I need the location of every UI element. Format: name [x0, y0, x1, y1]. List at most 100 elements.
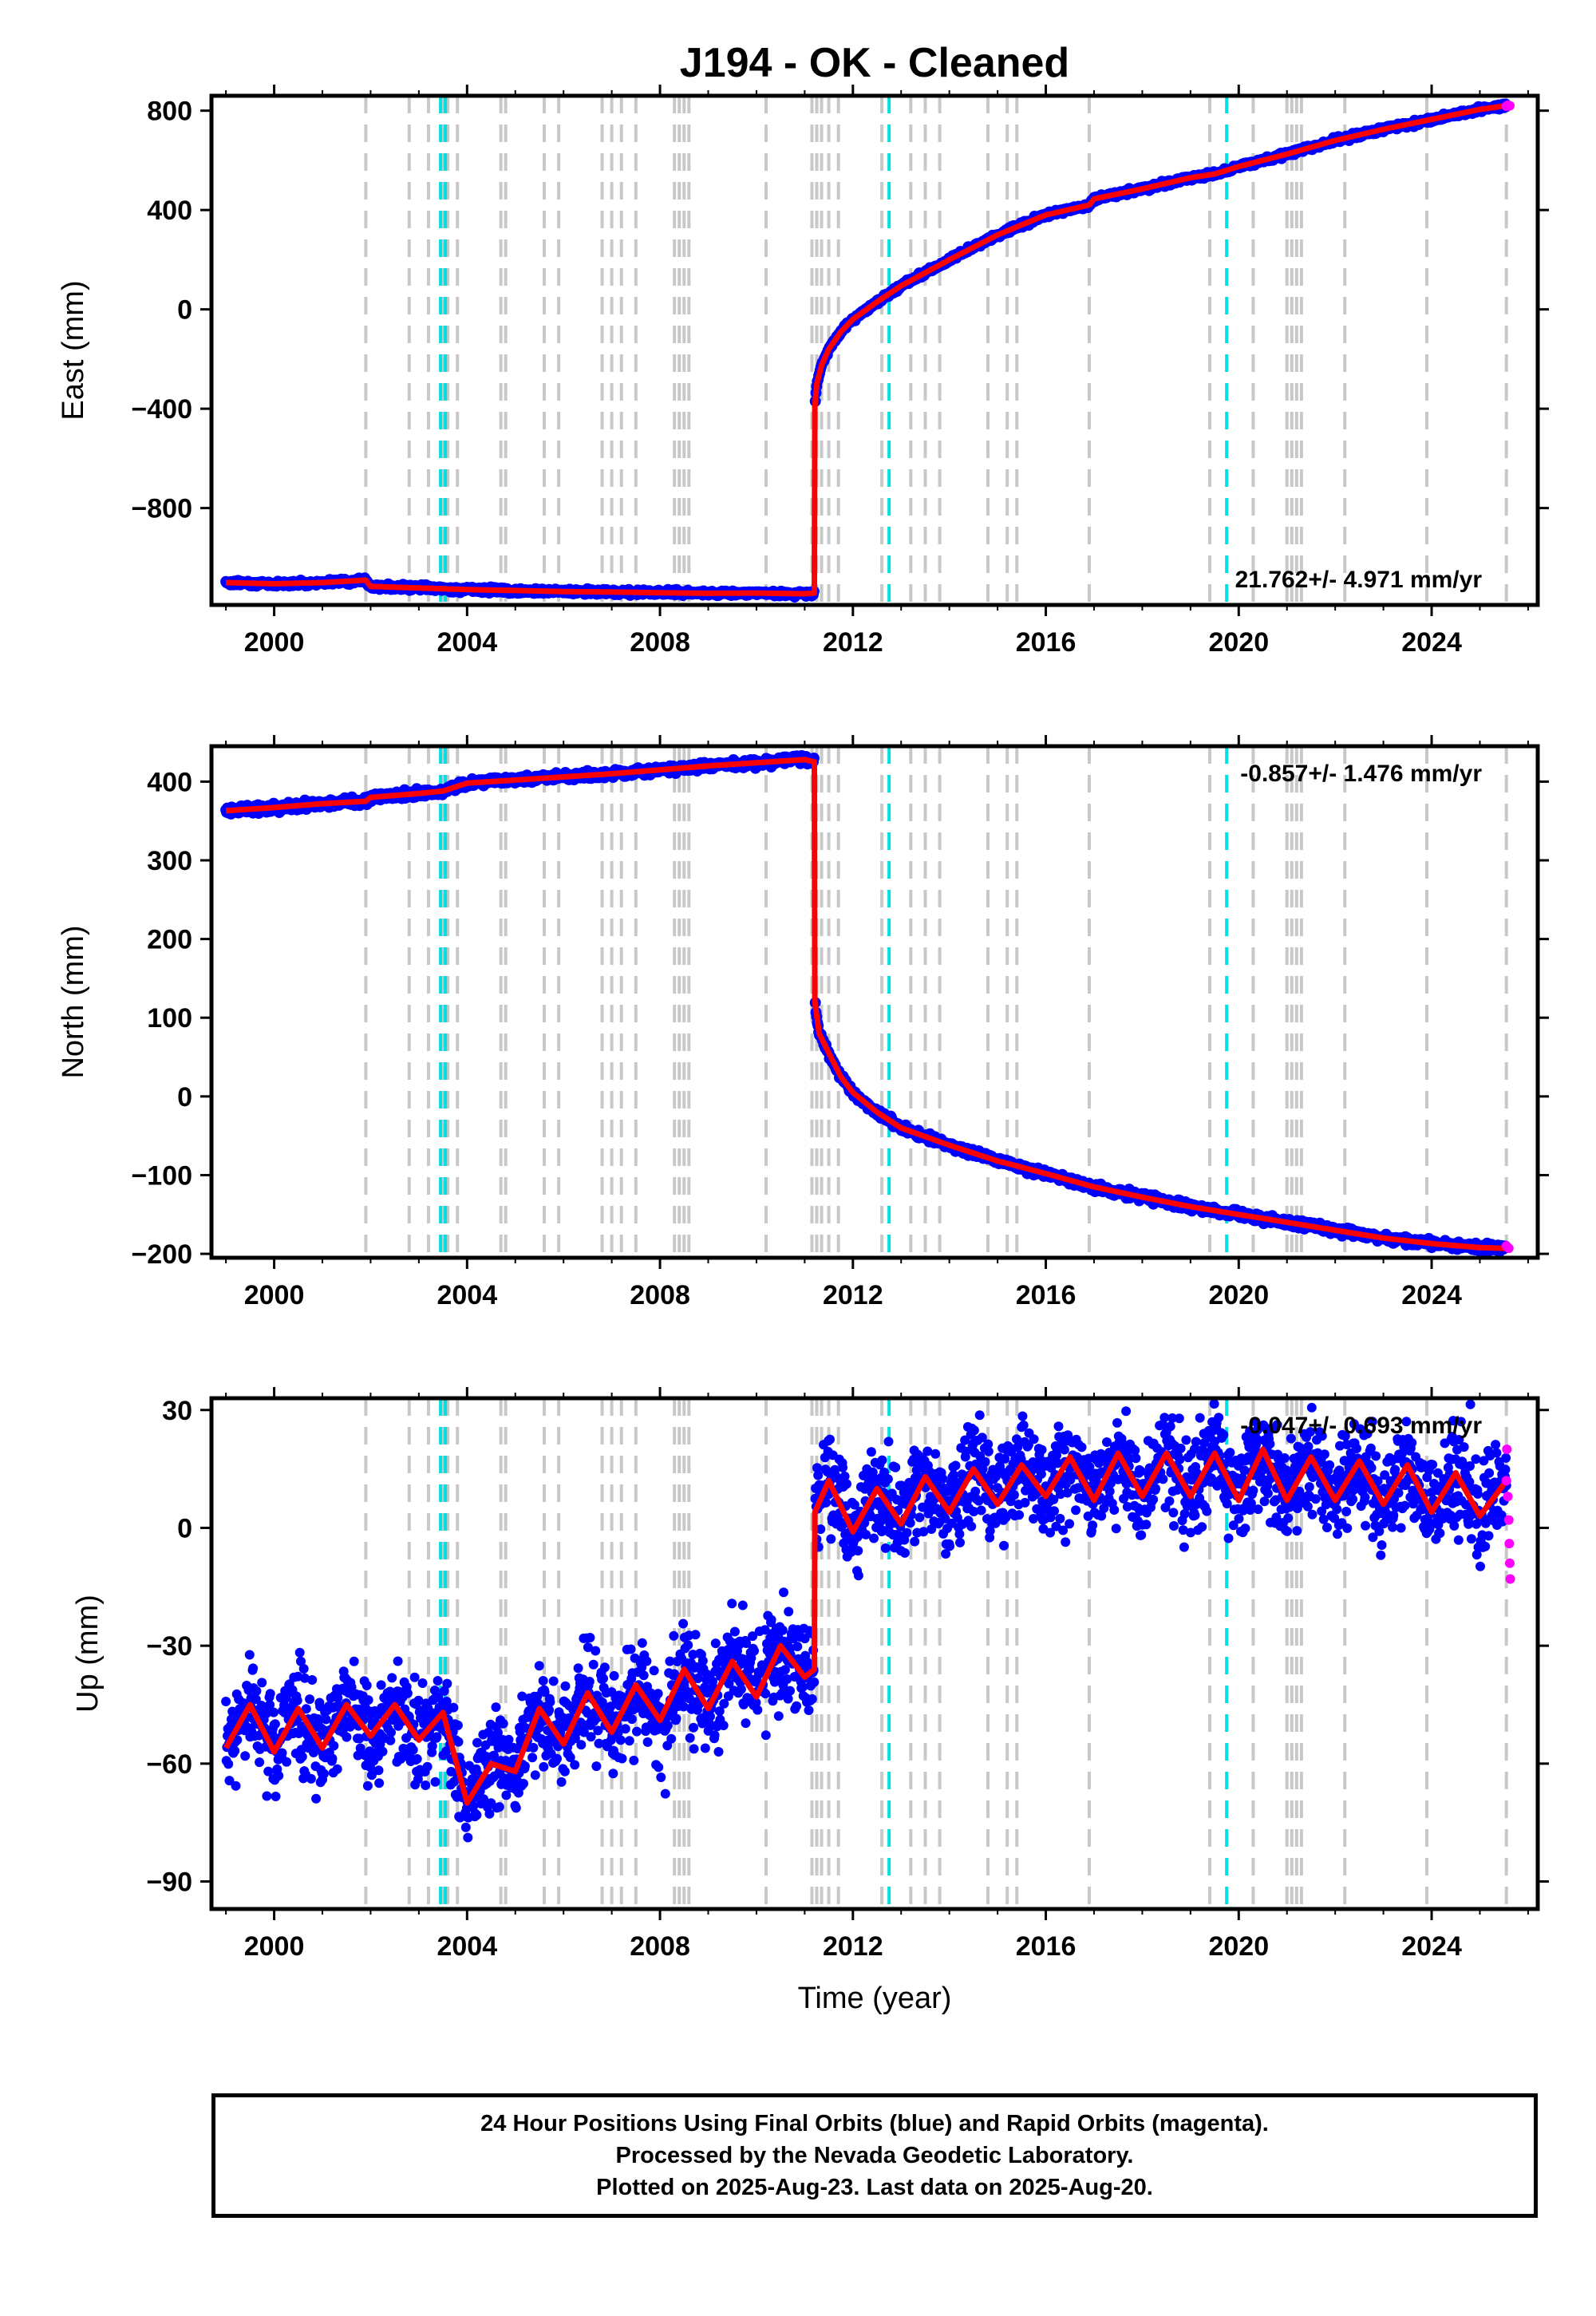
data-point	[678, 1701, 689, 1712]
x-tick-label: 2008	[630, 1280, 690, 1310]
data-point	[729, 1626, 740, 1637]
data-point	[552, 1753, 562, 1764]
data-point	[736, 1684, 746, 1694]
data-point	[361, 1680, 372, 1690]
final-orbit-points	[221, 1399, 1511, 1843]
y-tick-label: −400	[131, 394, 192, 425]
data-point	[277, 1748, 287, 1758]
x-tick-label: 2016	[1016, 627, 1077, 658]
data-point	[353, 1750, 363, 1761]
data-point	[427, 1741, 437, 1751]
data-point	[494, 1802, 504, 1812]
data-point	[256, 1701, 267, 1710]
data-point	[248, 1663, 259, 1674]
data-point	[255, 1757, 265, 1768]
y-tick-label: −800	[131, 494, 192, 524]
data-point	[421, 1780, 431, 1790]
plot-area	[220, 96, 1515, 605]
data-point	[545, 1697, 555, 1707]
data-point	[511, 1803, 521, 1813]
data-point	[321, 1714, 331, 1725]
data-point	[579, 1727, 589, 1737]
data-point	[560, 1681, 571, 1691]
data-point	[727, 1599, 737, 1609]
data-point	[342, 1732, 352, 1742]
data-point	[453, 1737, 464, 1747]
data-point	[642, 1656, 652, 1666]
chart-title: J194 - OK - Cleaned	[680, 40, 1069, 86]
data-point	[296, 1656, 306, 1666]
data-point	[448, 1702, 459, 1713]
data-point	[530, 1770, 540, 1780]
y-tick-label: 0	[177, 295, 192, 326]
data-point	[629, 1755, 639, 1765]
data-point	[265, 1700, 275, 1710]
data-point	[638, 1670, 649, 1681]
data-point	[463, 1832, 473, 1843]
data-point	[262, 1791, 272, 1801]
data-point	[539, 1687, 550, 1697]
data-point	[327, 1753, 338, 1764]
data-point	[306, 1738, 317, 1749]
data-point	[292, 1695, 302, 1705]
data-point	[472, 1737, 482, 1748]
plot-frame	[209, 93, 1540, 607]
rate-label: 21.762+/- 4.971 mm/yr	[1235, 567, 1483, 593]
data-point	[460, 1822, 471, 1832]
data-point	[683, 1640, 693, 1650]
data-point	[297, 1752, 307, 1762]
y-tick-label: 400	[147, 196, 192, 226]
x-tick-label: 2000	[244, 627, 305, 658]
data-point	[714, 1706, 725, 1717]
data-point	[660, 1788, 670, 1799]
data-point	[620, 1724, 630, 1734]
data-point	[718, 1721, 729, 1730]
data-point	[591, 1646, 601, 1656]
data-point	[576, 1740, 587, 1750]
data-point	[346, 1682, 357, 1693]
x-tick-label: 2000	[244, 1280, 305, 1310]
data-point	[271, 1792, 281, 1801]
data-point	[374, 1778, 385, 1788]
data-point	[432, 1732, 442, 1742]
data-point	[402, 1688, 413, 1698]
data-point	[221, 1697, 231, 1706]
data-point	[700, 1743, 710, 1753]
data-point	[257, 1678, 267, 1688]
x-tick-label: 2012	[823, 627, 883, 658]
y-tick-label: 300	[147, 846, 192, 876]
panel-east: 2000 2004 2008 2012 2016 2020 2024−800−4000400…	[57, 85, 1549, 658]
data-point	[366, 1770, 377, 1780]
data-point	[498, 1718, 508, 1729]
data-point	[274, 1771, 284, 1780]
data-point	[669, 1630, 679, 1641]
data-point	[599, 1662, 610, 1673]
data-point	[654, 1762, 664, 1773]
data-point	[298, 1664, 309, 1674]
data-point	[413, 1695, 424, 1705]
data-point	[671, 1713, 681, 1724]
data-point	[666, 1733, 677, 1744]
data-point	[617, 1753, 627, 1764]
data-point	[311, 1793, 322, 1804]
x-tick-label: 2020	[1208, 627, 1269, 658]
data-point	[685, 1733, 695, 1743]
panels: 2000 2004 2008 2012 2016 2020 2024−800−4000400…	[57, 85, 1549, 2015]
data-point	[689, 1744, 699, 1754]
data-point	[489, 1750, 499, 1761]
data-point	[386, 1727, 396, 1737]
data-point	[527, 1753, 538, 1763]
data-point	[697, 1656, 708, 1666]
data-point	[387, 1673, 397, 1683]
data-point	[355, 1743, 365, 1753]
data-point	[442, 1678, 452, 1689]
data-point	[232, 1735, 243, 1745]
data-point	[305, 1694, 315, 1705]
data-point	[409, 1672, 420, 1682]
data-point	[689, 1722, 698, 1733]
data-point	[710, 1638, 721, 1649]
data-point	[573, 1663, 583, 1674]
final-orbit-points	[220, 749, 1512, 1258]
data-point	[417, 1678, 428, 1688]
panel-north: 2000 2004 2008 2012 2016 2020 2024−200−1000100…	[57, 735, 1549, 1310]
